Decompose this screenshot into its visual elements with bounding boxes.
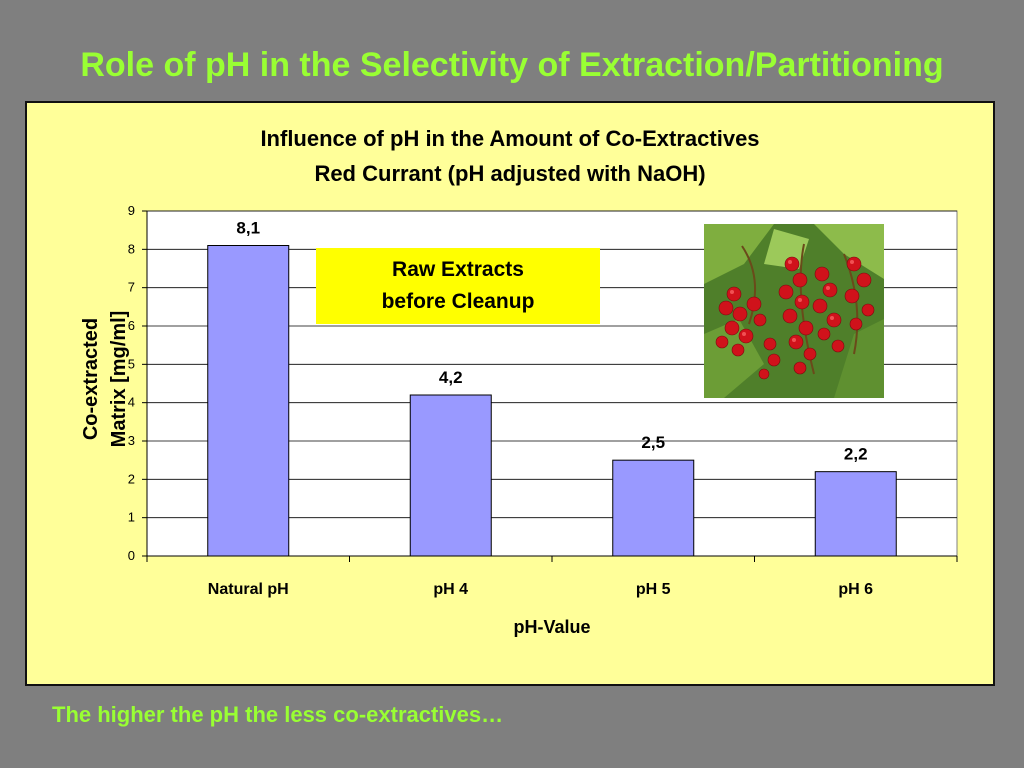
- y-tick-label: 6: [128, 318, 135, 333]
- note-line-2: before Cleanup: [381, 290, 535, 313]
- y-axis-label: Co-extracted Matrix [mg/ml]: [80, 310, 130, 448]
- data-label: 8,1: [236, 219, 260, 238]
- note-line-1: Raw Extracts: [392, 258, 524, 281]
- chart-title-block: Influence of pH in the Amount of Co-Extr…: [27, 121, 993, 191]
- y-tick-label: 3: [128, 433, 135, 448]
- x-tick-label: Natural pH: [208, 581, 289, 598]
- chart-title: Influence of pH in the Amount of Co-Extr…: [260, 126, 760, 151]
- x-axis-label: pH-Value: [513, 617, 591, 637]
- raw-extracts-note: Raw Extracts before Cleanup: [316, 248, 600, 324]
- red-currant-image: [704, 224, 884, 398]
- x-tick-label: pH 5: [636, 581, 671, 598]
- data-label: 2,2: [844, 445, 868, 464]
- y-tick-label: 8: [128, 241, 135, 256]
- bar-natural-ph: [207, 245, 290, 557]
- y-tick-label: 7: [128, 280, 135, 295]
- data-label: 2,5: [641, 433, 665, 452]
- y-tick-label: 4: [128, 395, 135, 410]
- x-tick-label: pH 6: [838, 581, 873, 598]
- y-tick-label: 1: [128, 510, 135, 525]
- y-tick-label: 0: [128, 548, 135, 563]
- y-tick-label: 2: [128, 471, 135, 486]
- slide-caption: The higher the pH the less co-extractive…: [52, 702, 504, 727]
- chart-subtitle: Red Currant (pH adjusted with NaOH): [314, 161, 706, 186]
- red-currant-photo: [704, 224, 884, 398]
- x-tick-label: pH 4: [433, 581, 468, 598]
- slide-title: Role of pH in the Selectivity of Extract…: [80, 46, 944, 84]
- bar-ph-5: [612, 459, 695, 557]
- data-label: 4,2: [439, 368, 463, 387]
- y-tick-label: 9: [128, 203, 135, 218]
- bar-ph-4: [409, 394, 492, 557]
- bar-ph-6: [814, 471, 897, 557]
- y-tick-label: 5: [128, 356, 135, 371]
